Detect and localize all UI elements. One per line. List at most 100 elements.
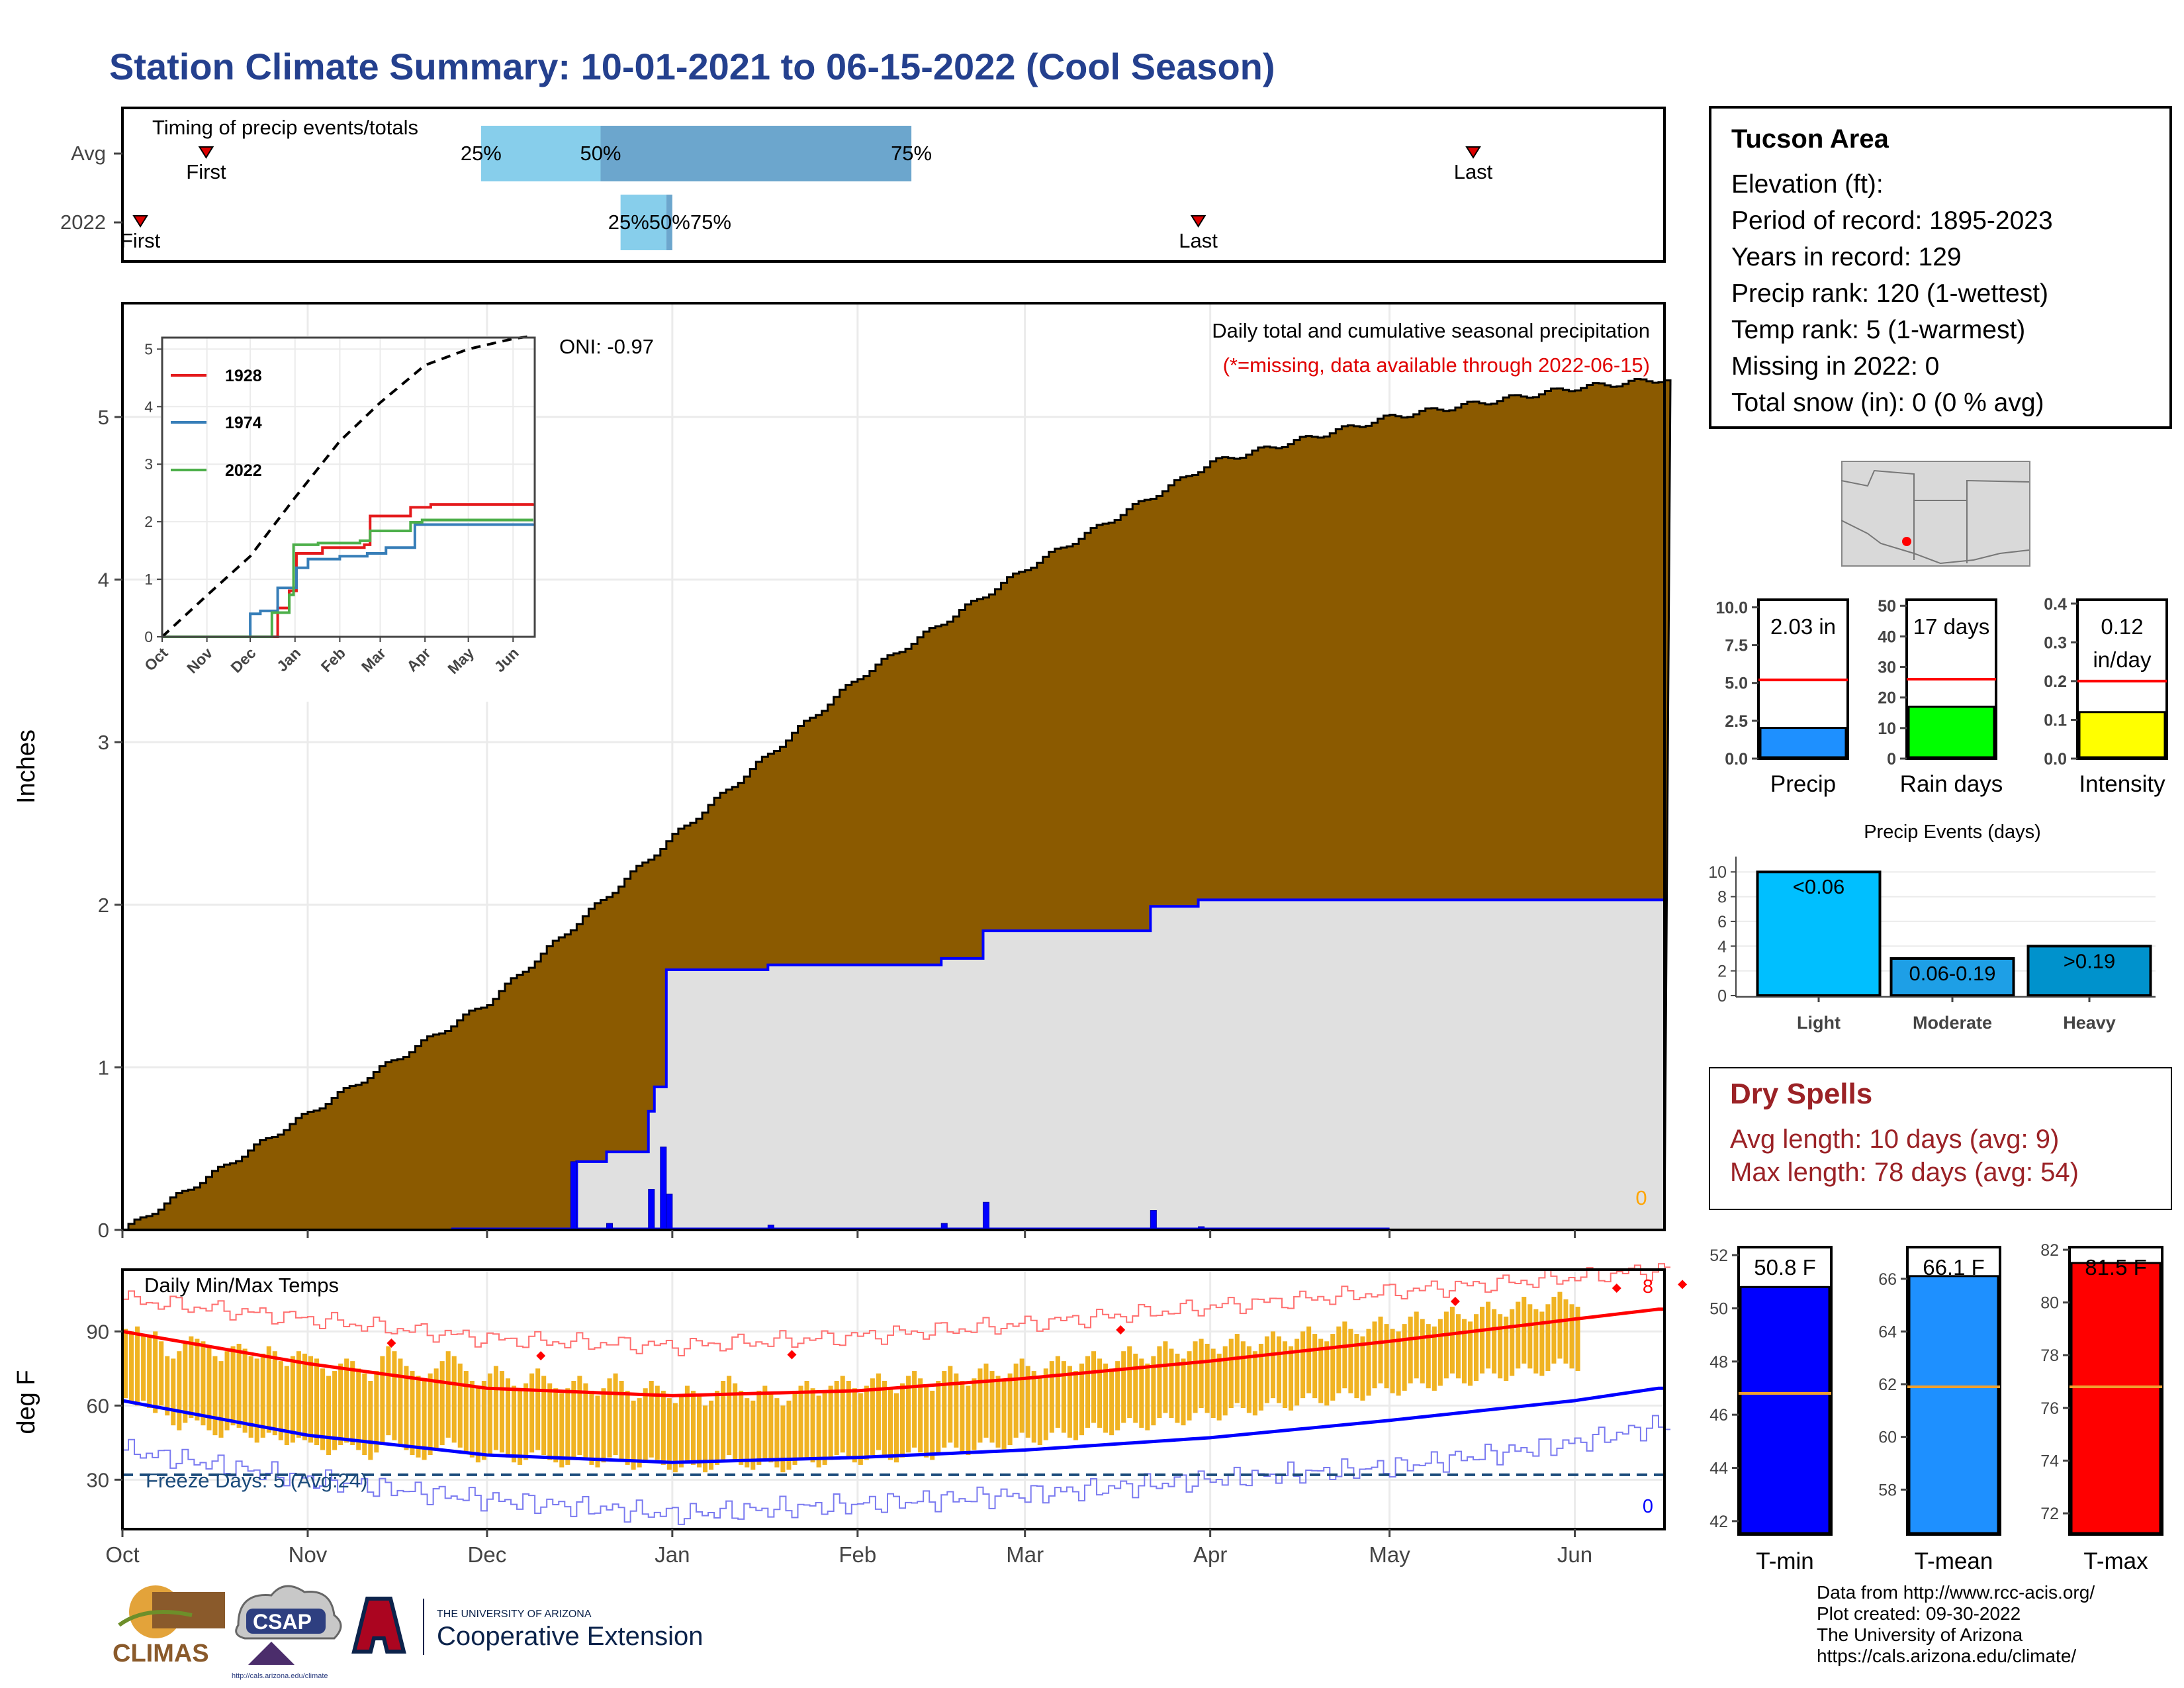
- daily-temp-bar: [930, 1390, 935, 1460]
- daily-temp-bar: [505, 1378, 511, 1458]
- climas-text: CLIMAS: [113, 1640, 209, 1667]
- cumulative-2022-area: [122, 900, 1664, 1230]
- temperature-summary-bars: 50.8 F 42 44 46 48 50 52 T-min 66.1 F 58 60 62 64 66 T…: [1709, 1241, 2163, 1574]
- daily-temp-bar: [1563, 1299, 1569, 1364]
- daily-temp-bar: [332, 1371, 338, 1450]
- ua-line1: THE UNIVERSITY OF ARIZONA: [437, 1609, 592, 1620]
- daily-temp-bar: [451, 1356, 457, 1443]
- daily-temp-bar: [1210, 1348, 1216, 1418]
- inset-series-2022-line: [162, 518, 533, 638]
- daily-temp-bar: [189, 1336, 194, 1418]
- daily-temp-bar: [1432, 1326, 1437, 1391]
- precip-chart-subtitle: (*=missing, data available through 2022-…: [1223, 353, 1650, 377]
- daily-temp-bar: [254, 1358, 259, 1443]
- daily-temp-bar: [123, 1329, 128, 1399]
- daily-temp-bar: [972, 1378, 977, 1450]
- daily-temp-bar: [218, 1361, 224, 1438]
- daily-temp-bar: [1324, 1341, 1330, 1406]
- daily-temp-bar: [1145, 1363, 1150, 1430]
- summary-ytick-label: 0.3: [2044, 633, 2067, 652]
- daily-temp-bar: [1312, 1334, 1318, 1399]
- info-missing: Missing in 2022: 0: [1731, 352, 1940, 381]
- daily-temp-bar: [547, 1383, 553, 1460]
- daily-temp-bar: [1366, 1329, 1371, 1396]
- daily-temp-bar: [248, 1356, 253, 1438]
- daily-temp-bar: [278, 1361, 283, 1440]
- summary-ytick-label: 82: [2040, 1241, 2059, 1260]
- daily-temp-bar: [678, 1395, 684, 1468]
- daily-temp-bar: [1031, 1371, 1036, 1443]
- info-snow: Total snow (in): 0 (0 % avg): [1731, 389, 2044, 417]
- daily-temp-bar: [1516, 1301, 1521, 1369]
- daily-temp-bar: [1007, 1373, 1013, 1446]
- summary-ytick-label: 76: [2040, 1399, 2059, 1418]
- daily-temp-bar: [392, 1351, 397, 1440]
- temp-xtick-label: Oct: [105, 1542, 139, 1567]
- inset-series-avg-line: [161, 334, 534, 638]
- temp-xtick-label: Nov: [289, 1542, 328, 1567]
- daily-temp-bar: [1246, 1346, 1251, 1413]
- precip-events-ytick-label: 10: [1708, 863, 1727, 882]
- daily-temp-bar: [870, 1378, 875, 1455]
- daily-temp-bar: [828, 1385, 833, 1460]
- daily-temp-bar: [1097, 1358, 1103, 1428]
- summary-ytick-label: 80: [2040, 1294, 2059, 1313]
- daily-temp-bar: [786, 1400, 792, 1470]
- daily-temp-bar: [463, 1371, 469, 1453]
- daily-temp-bar: [1061, 1361, 1066, 1433]
- daily-temp-bar: [1181, 1358, 1186, 1426]
- daily-temp-bar: [1336, 1326, 1342, 1393]
- daily-temp-bar: [1527, 1304, 1533, 1369]
- inset-series-1928-line: [162, 503, 535, 638]
- csap-logo: CSAP http://cals.arizona.edu/climate: [232, 1585, 342, 1680]
- record-high-marker: [1450, 1297, 1460, 1307]
- daily-temp-bar: [1306, 1326, 1312, 1393]
- daily-temp-bar: [553, 1388, 559, 1463]
- daily-temp-bar: [762, 1385, 768, 1460]
- dry-spells-avg: Avg length: 10 days (avg: 9): [1730, 1125, 2060, 1154]
- daily-temp-bar: [1127, 1346, 1132, 1418]
- daily-precip-bar: [660, 1147, 667, 1231]
- daily-temp-bar: [1216, 1353, 1222, 1421]
- daily-temp-bar: [380, 1356, 385, 1443]
- record-high-marker: [1612, 1284, 1621, 1293]
- precip-events-ytick-label: 0: [1717, 987, 1727, 1006]
- record-min-line: [122, 1415, 1671, 1525]
- location-map: [1841, 461, 2030, 567]
- daily-temp-bar: [858, 1393, 863, 1465]
- daily-temp-bar: [266, 1346, 271, 1433]
- summary-ytick-label: 0.0: [2044, 750, 2067, 769]
- daily-temp-bar: [690, 1390, 696, 1465]
- dry-spells-max: Max length: 78 days (avg: 54): [1730, 1158, 2079, 1187]
- daily-temp-bar: [649, 1381, 654, 1458]
- daily-temp-bar: [1474, 1314, 1479, 1381]
- precip-events-ytick-label: 8: [1717, 888, 1727, 907]
- ua-a-icon: [351, 1597, 406, 1654]
- precip-chart-title: Daily total and cumulative seasonal prec…: [1212, 319, 1650, 342]
- daily-temp-bar: [224, 1351, 230, 1430]
- daily-temp-bar: [666, 1398, 672, 1470]
- map-state-border-2: [1913, 500, 1968, 563]
- daily-temp-bar: [715, 1390, 720, 1465]
- summary-name-Intensity: Intensity: [2079, 771, 2165, 797]
- dry-spells-title: Dry Spells: [1730, 1078, 1873, 1110]
- precip-event-bar-moderate: [1889, 957, 2015, 997]
- summary-name-Precip: Precip: [1770, 771, 1836, 797]
- daily-temp-bar: [637, 1398, 642, 1468]
- inset-legend-label-2022: 2022: [225, 461, 262, 480]
- daily-temp-bar: [559, 1393, 565, 1468]
- precip-ylabel: Inches: [13, 729, 40, 804]
- daily-temp-bar: [1037, 1376, 1042, 1446]
- summary-ytick-label: 52: [1709, 1246, 1728, 1265]
- summary-ytick-label: 48: [1709, 1353, 1728, 1372]
- daily-temp-bar: [1240, 1341, 1246, 1409]
- summary-bar-T-mean: [1908, 1275, 1999, 1534]
- inset-ytick-label: 3: [144, 455, 153, 473]
- daily-temp-bar: [314, 1358, 320, 1446]
- daily-temp-bar: [1073, 1371, 1078, 1440]
- daily-temp-bar: [171, 1358, 176, 1426]
- map-border-line: [1841, 520, 2030, 565]
- dry-spells-box: Dry Spells Avg length: 10 days (avg: 9) …: [1709, 1067, 2172, 1210]
- temp-xtick-label: Jun: [1557, 1542, 1592, 1567]
- timing-2022-first-marker-icon: [132, 215, 148, 228]
